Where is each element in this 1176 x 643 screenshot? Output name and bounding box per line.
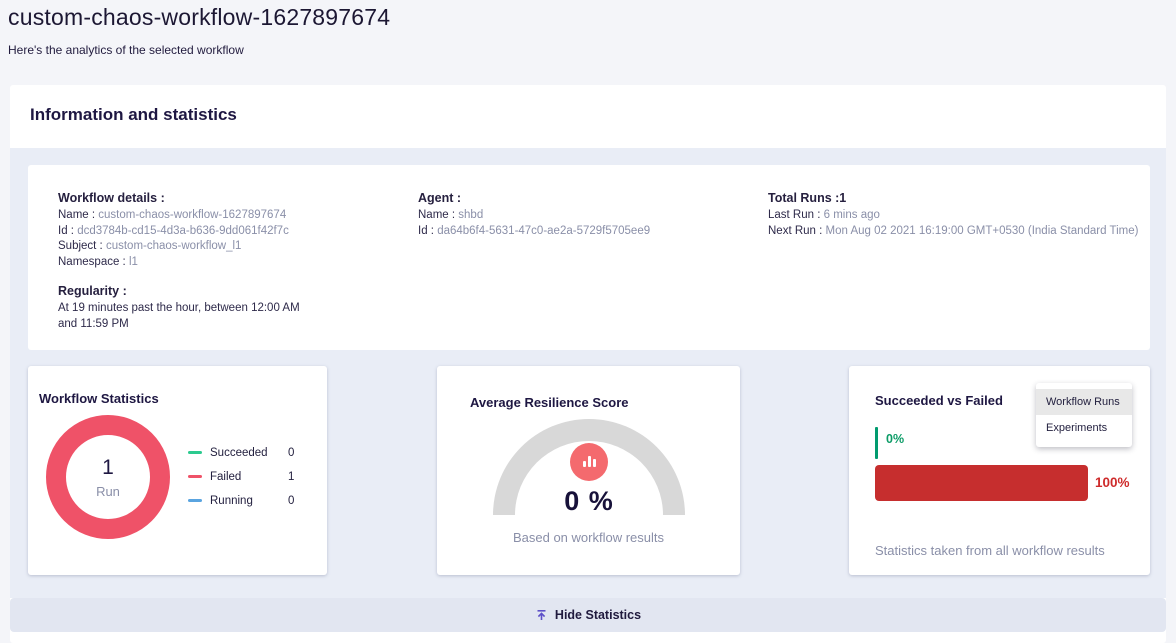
workflow-name-field: Name : custom-chaos-workflow-1627897674 (58, 209, 287, 221)
regularity-heading: Regularity : (58, 284, 127, 298)
succeeded-vs-failed-card: Succeeded vs Failed Workflow Runs Experi… (849, 366, 1150, 575)
page-title: custom-chaos-workflow-1627897674 (8, 4, 391, 30)
workflow-subject-field: Subject : custom-chaos-workflow_l1 (58, 240, 242, 252)
information-statistics-card: Information and statistics Workflow deta… (10, 85, 1166, 643)
resilience-score-title: Average Resilience Score (470, 395, 629, 410)
menu-item-experiments[interactable]: Experiments (1046, 422, 1108, 434)
donut-legend: Succeeded 0 Failed 1 Running 0 (188, 446, 294, 518)
agent-id-field: Id : da64b6f4-5631-47c0-ae2a-5729f5705ee… (418, 224, 651, 237)
workflow-details-heading: Workflow details : (58, 191, 165, 205)
regularity-text: At 19 minutes past the hour, between 12:… (58, 302, 300, 330)
succeeded-vs-failed-caption: Statistics taken from all workflow resul… (875, 543, 1105, 558)
succeeded-bar-label: 0% (886, 432, 905, 446)
section-heading: Information and statistics (30, 105, 237, 124)
succeeded-dash-icon (188, 451, 202, 454)
running-dash-icon (188, 499, 202, 502)
hide-statistics-button[interactable]: Hide Statistics (10, 598, 1166, 632)
last-run-field: Last Run : 6 mins ago (768, 209, 880, 221)
chart-filter-dropdown-menu: Workflow Runs Experiments (1036, 383, 1132, 447)
failed-bar-label: 100% (1095, 475, 1130, 490)
workflow-details-card: Workflow details : Name : custom-chaos-w… (28, 165, 1150, 350)
hide-statistics-label: Hide Statistics (554, 608, 642, 622)
workflow-id-field: Id : dcd3784b-cd15-4d3a-b636-9dd061f42f7… (58, 224, 289, 237)
menu-item-workflow-runs[interactable]: Workflow Runs (1036, 389, 1132, 415)
total-runs-column: Total Runs :1 Last Run : 6 mins ago Next… (768, 191, 1148, 239)
legend-row-running: Running 0 (188, 494, 294, 507)
legend-row-failed: Failed 1 (188, 470, 294, 483)
total-runs-heading: Total Runs :1 (768, 191, 847, 205)
page-header: custom-chaos-workflow-1627897674 Here's … (8, 0, 390, 57)
workflow-details-column: Workflow details : Name : custom-chaos-w… (58, 191, 398, 332)
resilience-score-caption: Based on workflow results (512, 530, 664, 545)
agent-name-field: Name : shbd (418, 209, 484, 221)
resilience-score-card: Average Resilience Score 0 % Based on wo… (437, 366, 740, 575)
page-subtitle: Here's the analytics of the selected wor… (8, 43, 244, 57)
workflow-statistics-title: Workflow Statistics (39, 391, 159, 406)
donut-center-value: 1 (102, 455, 114, 479)
workflow-statistics-card: Workflow Statistics 1 Run Succeeded 0 Fa… (28, 366, 327, 575)
collapse-up-icon (535, 609, 548, 622)
statistics-panel: Workflow details : Name : custom-chaos-w… (10, 148, 1166, 598)
donut-center-label: Run (96, 483, 120, 499)
agent-heading: Agent : (418, 191, 462, 205)
workflow-namespace-field: Namespace : l1 (58, 255, 138, 268)
legend-row-succeeded: Succeeded 0 (188, 446, 294, 459)
succeeded-bar (875, 427, 878, 459)
succeeded-vs-failed-title: Succeeded vs Failed (875, 393, 1003, 408)
resilience-gauge (493, 419, 685, 515)
failed-dash-icon (188, 475, 202, 478)
next-run-field: Next Run : Mon Aug 02 2021 16:19:00 GMT+… (768, 224, 1139, 237)
agent-column: Agent : Name : shbd Id : da64b6f4-5631-4… (418, 191, 758, 239)
failed-bar (875, 465, 1088, 501)
bar-chart-icon (570, 443, 608, 481)
resilience-score-value: 0 % (564, 486, 614, 516)
runs-donut-chart: 1 Run (46, 415, 170, 539)
